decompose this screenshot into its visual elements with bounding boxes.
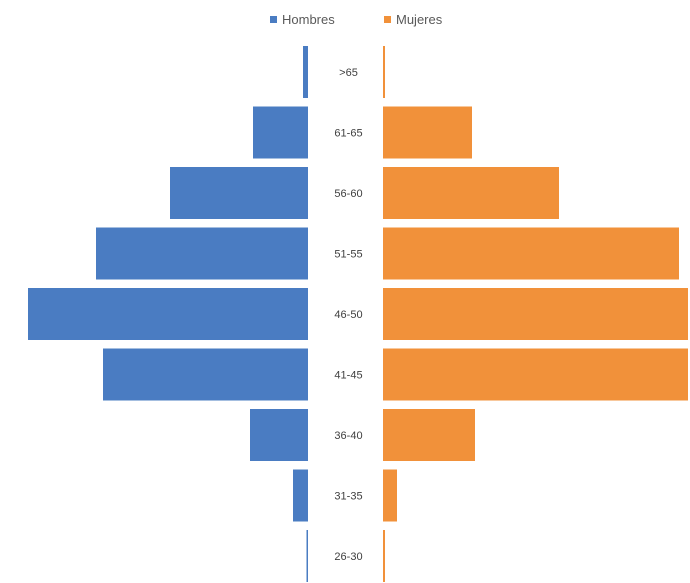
legend-label-mujeres: Mujeres <box>396 12 443 27</box>
category-label-46-50: 46-50 <box>334 309 362 321</box>
bar-hombres-51-55 <box>96 227 308 280</box>
legend-swatch-hombres <box>270 16 277 23</box>
legend-label-hombres: Hombres <box>282 12 335 27</box>
bar-hombres-26-30 <box>306 530 308 582</box>
bar-mujeres-61-65 <box>383 106 472 159</box>
bar-mujeres-46-50 <box>383 288 688 340</box>
category-labels: >65 61-65 56-60 51-55 46-50 41-45 36-40 31-35 26… <box>334 67 362 563</box>
bar-hombres-56-60 <box>170 167 308 219</box>
legend-swatch-mujeres <box>384 16 391 23</box>
bar-mujeres-26-30 <box>383 530 385 582</box>
category-label-65: >65 <box>339 67 358 79</box>
series-hombres <box>28 46 308 582</box>
bar-mujeres-65 <box>383 46 385 98</box>
bar-hombres-61-65 <box>253 106 308 159</box>
category-label-51-55: 51-55 <box>334 249 362 261</box>
category-label-26-30: 26-30 <box>334 551 362 563</box>
bar-hombres-31-35 <box>293 469 308 522</box>
bar-mujeres-51-55 <box>383 227 679 280</box>
bar-hombres-36-40 <box>250 409 308 461</box>
series-mujeres <box>383 46 688 582</box>
bar-hombres-46-50 <box>28 288 308 340</box>
bar-mujeres-31-35 <box>383 469 397 522</box>
bar-mujeres-56-60 <box>383 167 559 219</box>
bar-hombres-65 <box>303 46 308 98</box>
bar-hombres-41-45 <box>103 348 308 401</box>
category-label-41-45: 41-45 <box>334 370 362 382</box>
bar-mujeres-36-40 <box>383 409 475 461</box>
category-label-61-65: 61-65 <box>334 128 362 140</box>
category-label-36-40: 36-40 <box>334 430 362 442</box>
legend: Hombres Mujeres <box>270 12 443 27</box>
category-label-31-35: 31-35 <box>334 491 362 503</box>
category-label-56-60: 56-60 <box>334 188 362 200</box>
bar-mujeres-41-45 <box>383 348 688 401</box>
